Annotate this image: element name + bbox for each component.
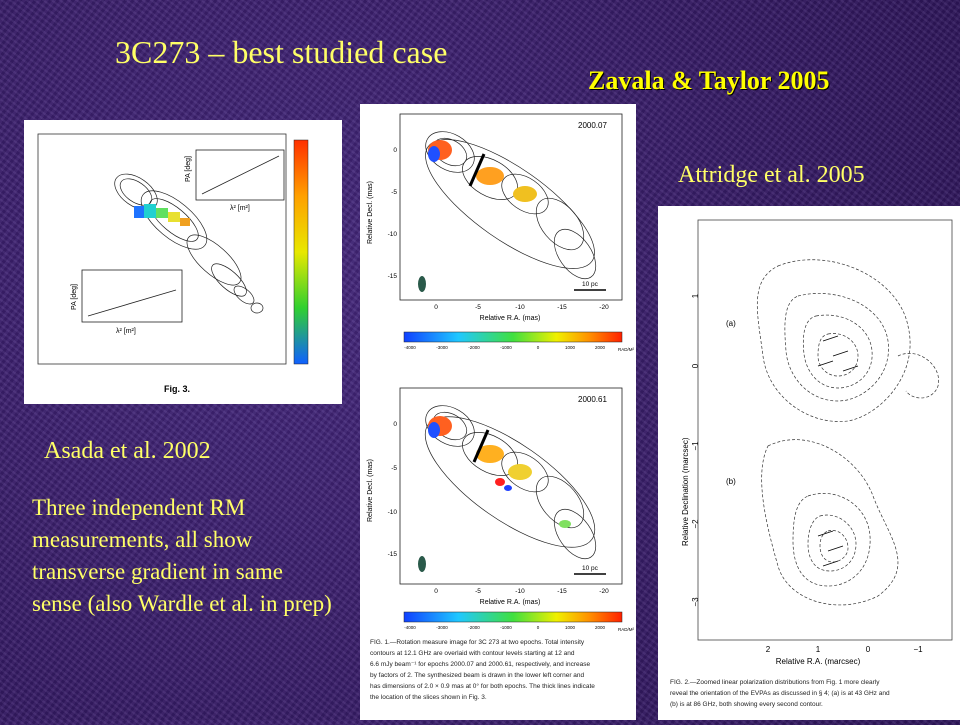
zavala-ylabel-bottom: Relative Decl. (mas) bbox=[367, 459, 374, 522]
attridge-xlabel: Relative R.A. (marcsec) bbox=[776, 657, 861, 666]
citation-attridge: Attridge et al. 2005 bbox=[678, 162, 865, 188]
attridge-caption-line: FIG. 2.—Zoomed linear polarization distr… bbox=[670, 679, 880, 686]
zavala-ylabel-top: Relative Decl. (mas) bbox=[367, 181, 374, 244]
zavala-cbtick-bottom: -3000 bbox=[436, 625, 448, 630]
zavala-scalebar-top: 10 pc bbox=[582, 281, 599, 288]
zavala-cbtick-bottom: 0 bbox=[537, 625, 540, 630]
zavala-caption-line: by factors of 2. The synthesized beam is… bbox=[370, 672, 585, 679]
zavala-xtick-bottom: -20 bbox=[599, 588, 609, 595]
zavala-ytick-top: -10 bbox=[388, 231, 398, 238]
asada-inset-top-xlabel: λ² [m²] bbox=[230, 205, 250, 212]
zavala-xtick-top: -5 bbox=[475, 304, 481, 311]
zavala-cbtick-top: -4000 bbox=[404, 345, 416, 350]
attridge-xtick: 1 bbox=[816, 645, 821, 654]
zavala-cbtick-bottom: -1000 bbox=[500, 625, 512, 630]
zavala-ytick-bottom: -10 bbox=[388, 509, 398, 516]
zavala-ytick-top: -15 bbox=[388, 273, 398, 280]
attridge-xtick: 0 bbox=[866, 645, 871, 654]
zavala-caption-line: the location of the slices shown in Fig.… bbox=[370, 694, 487, 701]
zavala-xtick-top: -15 bbox=[557, 304, 567, 311]
citation-asada: Asada et al. 2002 bbox=[44, 438, 211, 464]
zavala-cbtick-top: 1000 bbox=[565, 345, 576, 350]
summary-text: Three independent RM measurements, all s… bbox=[32, 495, 332, 616]
zavala-cbtick-bottom: -2000 bbox=[468, 625, 480, 630]
zavala-xtick-bottom: -5 bbox=[475, 588, 481, 595]
zavala-caption-line: 6.6 mJy beam⁻¹ for epochs 2000.07 and 20… bbox=[370, 661, 590, 668]
zavala-ytick-bottom: 0 bbox=[393, 421, 397, 428]
attridge-xtick: −1 bbox=[913, 645, 923, 654]
zavala-cbtick-top: 0 bbox=[537, 345, 540, 350]
citation-zavala: Zavala & Taylor 2005 bbox=[588, 66, 830, 95]
asada-inset-top-ylabel: PA [deg] bbox=[185, 156, 192, 182]
attridge-xtick: 2 bbox=[766, 645, 771, 654]
zavala-scalebar-bottom: 10 pc bbox=[582, 565, 599, 572]
attridge-caption-line: (b) is at 86 GHz, both showing every sec… bbox=[670, 701, 823, 708]
zavala-xtick-bottom: -15 bbox=[557, 588, 567, 595]
zavala-cbtick-top: -2000 bbox=[468, 345, 480, 350]
zavala-epoch-top: 2000.07 bbox=[578, 121, 607, 130]
asada-inset-bottom-ylabel: PA [deg] bbox=[71, 284, 78, 310]
attridge-panel-b: (b) bbox=[726, 477, 736, 486]
zavala-ytick-top: -5 bbox=[391, 189, 397, 196]
asada-inset-bottom-xlabel: λ² [m²] bbox=[116, 328, 136, 335]
zavala-xtick-top: -10 bbox=[515, 304, 525, 311]
zavala-ytick-bottom: -5 bbox=[391, 465, 397, 472]
zavala-caption-line: has dimensions of 2.0 × 0.9 mas at 0° fo… bbox=[370, 682, 595, 690]
zavala-cbunit-top: RAD/M² bbox=[618, 347, 634, 352]
attridge-ytick: −1 bbox=[691, 441, 700, 451]
zavala-cbtick-top: 2000 bbox=[595, 345, 606, 350]
zavala-cbtick-top: -3000 bbox=[436, 345, 448, 350]
zavala-caption-line: contours at 12.1 GHz are overlaid with c… bbox=[370, 650, 575, 657]
attridge-ytick: −3 bbox=[691, 597, 700, 607]
asada-figure: PA [deg] λ² [m²] PA [deg] λ² [m²] bbox=[24, 120, 342, 404]
zavala-cbtick-bottom: 1000 bbox=[565, 625, 576, 630]
zavala-ytick-top: 0 bbox=[393, 147, 397, 154]
zavala-xtick-top: -20 bbox=[599, 304, 609, 311]
attridge-ytick: −2 bbox=[691, 519, 700, 529]
slide-title: 3C273 – best studied case bbox=[115, 34, 448, 70]
zavala-figure: 2000.07 Relative Decl. (mas) 0 -5 -10 -1… bbox=[360, 104, 636, 720]
zavala-xtick-bottom: 0 bbox=[434, 588, 438, 595]
zavala-epoch-bottom: 2000.61 bbox=[578, 395, 607, 404]
attridge-ytick: 0 bbox=[691, 363, 700, 368]
zavala-cbtick-bottom: -4000 bbox=[404, 625, 416, 630]
zavala-xtick-bottom: -10 bbox=[515, 588, 525, 595]
attridge-caption-line: reveal the orientation of the EVPAs as d… bbox=[670, 690, 890, 697]
zavala-cbunit-bottom: RAD/M² bbox=[618, 627, 634, 632]
attridge-panel-a: (a) bbox=[726, 319, 736, 328]
zavala-xlabel-top: Relative R.A. (mas) bbox=[480, 315, 541, 322]
zavala-cbtick-top: -1000 bbox=[500, 345, 512, 350]
zavala-cbtick-bottom: 2000 bbox=[595, 625, 606, 630]
zavala-ytick-bottom: -15 bbox=[388, 551, 398, 558]
attridge-figure: Relative Declination (marcsec) 1 0 −1 −2… bbox=[658, 206, 960, 720]
zavala-xtick-top: 0 bbox=[434, 304, 438, 311]
asada-fig-label: Fig. 3. bbox=[164, 384, 190, 394]
zavala-caption-line: FIG. 1.—Rotation measure image for 3C 27… bbox=[370, 639, 585, 646]
zavala-xlabel-bottom: Relative R.A. (mas) bbox=[480, 599, 541, 606]
attridge-ytick: 1 bbox=[691, 293, 700, 298]
attridge-ylabel: Relative Declination (marcsec) bbox=[681, 437, 690, 546]
